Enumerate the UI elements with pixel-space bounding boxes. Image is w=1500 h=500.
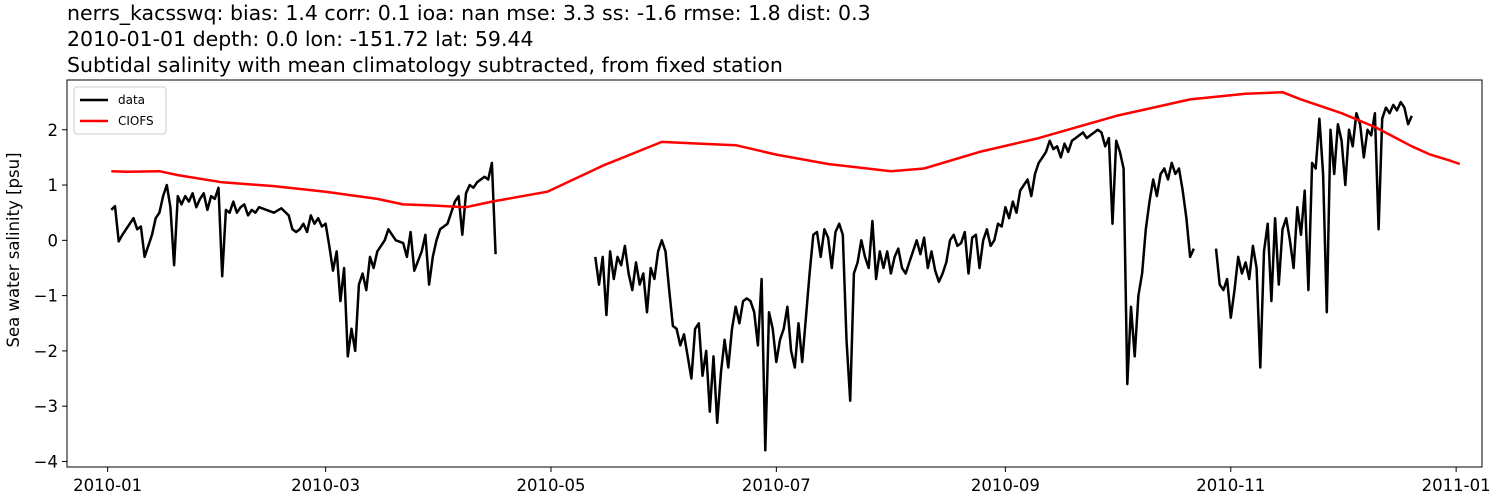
x-tick-label: 2010-11	[1196, 476, 1265, 495]
y-tick-label: −2	[34, 342, 58, 361]
y-axis-ticks: 2 1 0 −1 −2 −3 −4	[34, 121, 67, 471]
legend: data CIOFS	[73, 86, 167, 135]
y-tick-label: 0	[48, 231, 59, 250]
series-data-line-segment-2	[594, 128, 1195, 452]
series-data-line-segment-3	[1214, 100, 1413, 369]
y-tick-label: 2	[48, 121, 59, 140]
y-tick-label: −4	[34, 452, 58, 471]
y-tick-label: −3	[34, 397, 58, 416]
x-tick-label: 2010-07	[742, 476, 811, 495]
axes-frame	[66, 79, 1483, 468]
x-tick-label: 2010-09	[971, 476, 1040, 495]
x-tick-label: 2010-03	[291, 476, 360, 495]
x-tick-label: 2011-01	[1422, 476, 1491, 495]
title-line-1: nerrs_kacsswq: bias: 1.4 corr: 0.1 ioa: …	[67, 1, 871, 25]
chart-title: nerrs_kacsswq: bias: 1.4 corr: 0.1 ioa: …	[67, 0, 871, 78]
title-line-3: Subtidal salinity with mean climatology …	[67, 53, 783, 77]
x-axis-ticks: 2010-01 2010-03 2010-05 2010-07 2010-09 2010-…	[73, 467, 1491, 495]
x-tick-label: 2010-01	[73, 476, 142, 495]
x-tick-label: 2010-05	[517, 476, 586, 495]
y-axis-label: Sea water salinity [psu]	[4, 152, 23, 347]
y-tick-label: −1	[34, 287, 58, 306]
series-data-line-segment-1	[110, 161, 497, 358]
series-ciofs-line-segment-1	[111, 90, 1461, 209]
legend-label-data: data	[118, 93, 145, 107]
legend-label-ciofs: CIOFS	[118, 114, 154, 128]
title-line-2: 2010-01-01 depth: 0.0 lon: -151.72 lat: …	[67, 27, 534, 51]
y-tick-label: 1	[48, 176, 59, 195]
plot-area	[66, 79, 1483, 468]
